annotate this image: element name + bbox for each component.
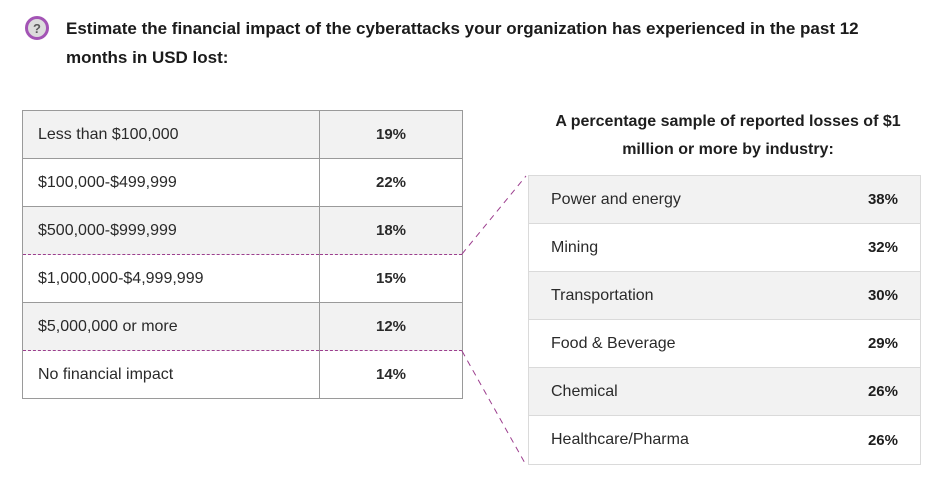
industry-label: Power and energy bbox=[551, 190, 681, 208]
industry-panel-title: A percentage sample of reported losses o… bbox=[555, 113, 901, 158]
table-row: Mining 32% bbox=[529, 224, 920, 272]
industry-percent: 29% bbox=[867, 335, 898, 352]
industry-label: Mining bbox=[551, 238, 599, 256]
loss-table: Less than $100,000 19% $100,000-$499,999… bbox=[22, 110, 463, 399]
table-row: Food & Beverage 29% bbox=[529, 320, 920, 368]
loss-range-label: No financial impact bbox=[22, 350, 320, 399]
connector-line-bottom bbox=[461, 350, 527, 466]
industry-table: Power and energy 38% Mining 32% Transpor… bbox=[528, 175, 921, 465]
table-row: $1,000,000-$4,999,999 15% bbox=[22, 254, 463, 303]
industry-percent: 26% bbox=[867, 383, 898, 400]
loss-percent: 12% bbox=[319, 302, 463, 351]
loss-range-label: $5,000,000 or more bbox=[22, 302, 320, 351]
loss-percent: 18% bbox=[319, 206, 463, 255]
table-row: $5,000,000 or more 12% bbox=[22, 302, 463, 351]
loss-percent: 14% bbox=[319, 350, 463, 399]
connector-line-top bbox=[461, 175, 527, 255]
loss-percent: 22% bbox=[319, 158, 463, 207]
industry-label: Transportation bbox=[551, 286, 654, 304]
loss-percent: 15% bbox=[319, 254, 463, 303]
industry-percent: 26% bbox=[867, 431, 898, 449]
loss-range-label: $1,000,000-$4,999,999 bbox=[22, 254, 320, 303]
industry-label: Healthcare/Pharma bbox=[551, 431, 689, 448]
table-row: Less than $100,000 19% bbox=[22, 110, 463, 159]
table-row: Transportation 30% bbox=[529, 272, 920, 320]
table-row: No financial impact 14% bbox=[22, 350, 463, 399]
question-text: Estimate the financial impact of the cyb… bbox=[66, 19, 859, 67]
loss-percent: 19% bbox=[319, 110, 463, 159]
industry-label: Chemical bbox=[551, 382, 618, 400]
question-icon: ? bbox=[25, 16, 49, 40]
industry-label: Food & Beverage bbox=[551, 334, 676, 352]
industry-percent: 38% bbox=[867, 191, 898, 208]
industry-percent: 30% bbox=[867, 287, 898, 304]
loss-range-label: Less than $100,000 bbox=[22, 110, 320, 159]
table-row: Power and energy 38% bbox=[529, 176, 920, 224]
table-row: $100,000-$499,999 22% bbox=[22, 158, 463, 207]
loss-range-label: $500,000-$999,999 bbox=[22, 206, 320, 255]
table-row: Chemical 26% bbox=[529, 368, 920, 416]
industry-percent: 32% bbox=[867, 239, 898, 256]
loss-range-label: $100,000-$499,999 bbox=[22, 158, 320, 207]
table-row: $500,000-$999,999 18% bbox=[22, 206, 463, 255]
table-row: Healthcare/Pharma 26% bbox=[529, 416, 920, 464]
